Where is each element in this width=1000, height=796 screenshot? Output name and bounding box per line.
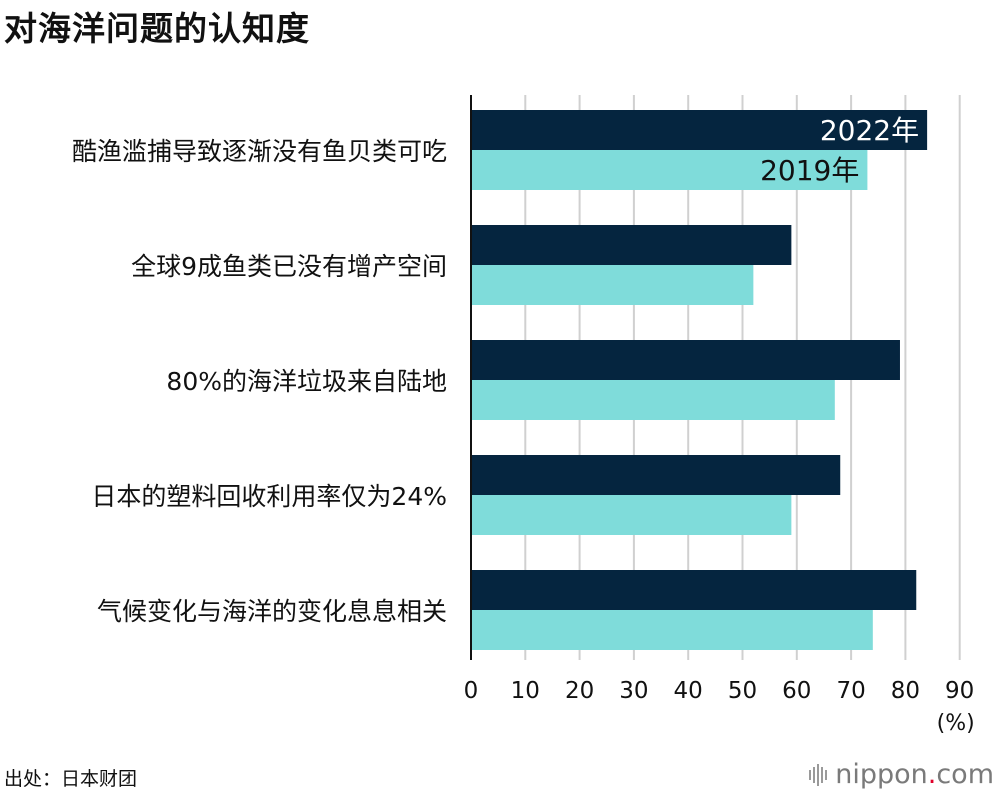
chart-title: 对海洋问题的认知度	[4, 9, 310, 48]
tick-label-60: 60	[782, 678, 811, 704]
bar-2022-4	[471, 570, 917, 610]
logo-bars-icon	[809, 763, 829, 786]
bar-2022-0	[471, 110, 928, 150]
tick-label-10: 10	[511, 678, 540, 704]
x-axis-ticks: 0 10 20 30 40 50 60 70 80 90	[464, 678, 975, 704]
bar-2019-2	[471, 380, 835, 420]
category-label-2: 80%的海洋垃圾来自陆地	[166, 367, 447, 396]
category-label-1: 全球9成鱼类已没有增产空间	[131, 252, 447, 281]
bar-2019-0	[471, 150, 868, 190]
x-axis-unit: (%)	[937, 711, 975, 736]
tick-label-90: 90	[945, 678, 974, 704]
bar-2022-1	[471, 225, 792, 265]
logo-name: nippon	[835, 759, 928, 790]
tick-label-0: 0	[464, 678, 479, 704]
series-label-2022: 2022年	[820, 114, 919, 147]
tick-label-30: 30	[619, 678, 648, 704]
bar-2022-3	[471, 455, 841, 495]
category-label-3: 日本的塑料回收利用率仅为24%	[91, 482, 447, 511]
tick-label-70: 70	[836, 678, 865, 704]
bar-2019-4	[471, 610, 873, 650]
tick-label-50: 50	[728, 678, 757, 704]
source-note: 出处：日本财团	[4, 768, 138, 790]
category-label-4: 气候变化与海洋的变化息息相关	[97, 597, 447, 626]
nippon-logo: nippon. com	[809, 759, 994, 790]
bar-group: 2022年 2019年	[471, 110, 928, 650]
bar-2022-2	[471, 340, 900, 380]
tick-label-40: 40	[674, 678, 703, 704]
bar-2019-3	[471, 495, 792, 535]
tick-label-20: 20	[565, 678, 594, 704]
category-label-0: 酷渔滥捕导致逐渐没有鱼贝类可吃	[72, 137, 447, 166]
logo-dot: .	[927, 759, 937, 790]
tick-label-80: 80	[891, 678, 920, 704]
series-label-2019: 2019年	[760, 154, 859, 187]
logo-tld: com	[936, 759, 994, 790]
bar-2019-1	[471, 265, 754, 305]
